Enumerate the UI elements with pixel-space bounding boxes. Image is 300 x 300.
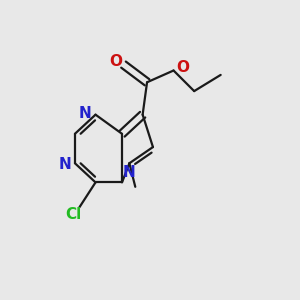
Text: N: N <box>58 157 71 172</box>
Text: N: N <box>79 106 92 121</box>
Text: O: O <box>110 54 123 69</box>
Text: O: O <box>176 60 189 75</box>
Text: Cl: Cl <box>65 207 82 222</box>
Text: N: N <box>123 165 136 180</box>
